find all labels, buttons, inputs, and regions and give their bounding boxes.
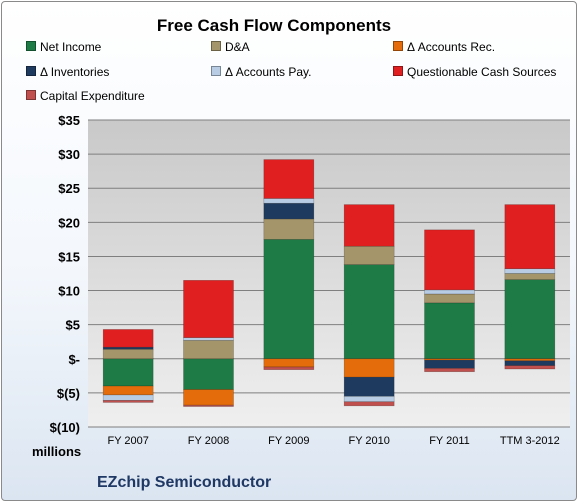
- y-tick-label: $-: [68, 352, 80, 367]
- bar-segment: [183, 389, 234, 406]
- bar-segment: [102, 358, 154, 387]
- bar-segment: [504, 360, 556, 366]
- y-tick-label: $30: [58, 147, 80, 162]
- y-units-label: millions: [32, 444, 82, 459]
- bar-segment: [424, 229, 475, 291]
- bar-segment: [183, 280, 234, 338]
- bar-segment: [343, 264, 395, 360]
- company-name: EZchip Semiconductor: [97, 474, 272, 491]
- bar-segment: [504, 268, 556, 274]
- legend-swatch: [26, 90, 36, 100]
- bar-segment: [504, 279, 556, 360]
- bar-segment: [343, 376, 395, 397]
- legend-swatch: [211, 66, 221, 76]
- legend-label: Questionable Cash Sources: [407, 65, 557, 79]
- legend-swatch: [393, 41, 403, 51]
- bar-segment: [263, 239, 315, 360]
- chart-title: Free Cash Flow Components: [156, 16, 392, 35]
- legend-item-capex: Capital Expenditure: [26, 89, 145, 103]
- bar-segment: [183, 337, 234, 341]
- legend-label: Δ Accounts Pay.: [225, 65, 312, 79]
- bar-segment: [424, 293, 475, 304]
- x-tick-label: FY 2009: [268, 435, 309, 447]
- legend-swatch: [393, 66, 403, 76]
- bar-segment: [183, 340, 234, 360]
- legend-swatch: [211, 41, 221, 51]
- legend-item-inventories: Δ Inventories: [26, 65, 109, 79]
- legend-item-da: D&A: [211, 40, 250, 54]
- legend-item-questionable: Questionable Cash Sources: [393, 65, 556, 79]
- plot-area: [88, 120, 570, 427]
- y-tick-label: $(10): [50, 420, 80, 435]
- bar-segment: [424, 302, 475, 360]
- bar-segment: [263, 366, 315, 370]
- x-tick-label: TTM 3-2012: [500, 435, 560, 447]
- legend-swatch: [26, 66, 36, 76]
- y-tick-label: $20: [58, 215, 80, 230]
- legend-label: Δ Accounts Rec.: [407, 40, 496, 54]
- bar-segment: [263, 358, 315, 368]
- bar-segment: [504, 204, 556, 270]
- bar-segment: [424, 359, 475, 369]
- bar-segment: [504, 358, 556, 362]
- legend-label: Net Income: [40, 40, 102, 54]
- y-tick-label: $25: [58, 181, 80, 196]
- legend-label: D&A: [225, 40, 250, 54]
- bar-segment: [343, 358, 395, 378]
- bar-segment: [424, 368, 475, 373]
- bar-segment: [263, 198, 315, 204]
- x-tick-label: FY 2008: [188, 435, 229, 447]
- y-tick-label: $15: [58, 249, 80, 264]
- bar-segment: [343, 395, 395, 403]
- legend-item-accounts-rec: Δ Accounts Rec.: [393, 40, 495, 54]
- x-tick-label: FY 2011: [429, 435, 470, 447]
- bar-segment: [343, 204, 395, 247]
- bar-segment: [504, 273, 556, 280]
- bar-segment: [183, 404, 234, 407]
- x-tick-label: FY 2007: [107, 435, 148, 447]
- legend-label: Capital Expenditure: [40, 89, 145, 103]
- bar-segment: [183, 358, 234, 390]
- bar-segment: [343, 401, 395, 407]
- bar-segment: [263, 218, 315, 240]
- y-tick-label: $10: [58, 284, 80, 299]
- bar-segment: [102, 385, 154, 396]
- legend-item-accounts-pay: Δ Accounts Pay.: [211, 65, 312, 79]
- x-tick-label: FY 2010: [348, 435, 389, 447]
- bar-segment: [102, 348, 154, 360]
- bar-segment: [102, 329, 154, 348]
- legend-swatch: [26, 41, 36, 51]
- bar-segment: [263, 202, 315, 220]
- bar-segment: [102, 394, 154, 401]
- bar-segment: [343, 245, 395, 265]
- bar-segment: [102, 400, 154, 403]
- legend-label: Δ Inventories: [40, 65, 110, 79]
- bar-segment: [504, 365, 556, 370]
- y-tick-label: $(5): [57, 386, 80, 401]
- bar-segment: [424, 289, 475, 295]
- legend-item-net-income: Net Income: [26, 40, 101, 54]
- y-tick-label: $5: [66, 318, 80, 333]
- y-tick-label: $35: [58, 113, 80, 128]
- bar-segment: [102, 346, 154, 350]
- bar-segment: [263, 159, 315, 199]
